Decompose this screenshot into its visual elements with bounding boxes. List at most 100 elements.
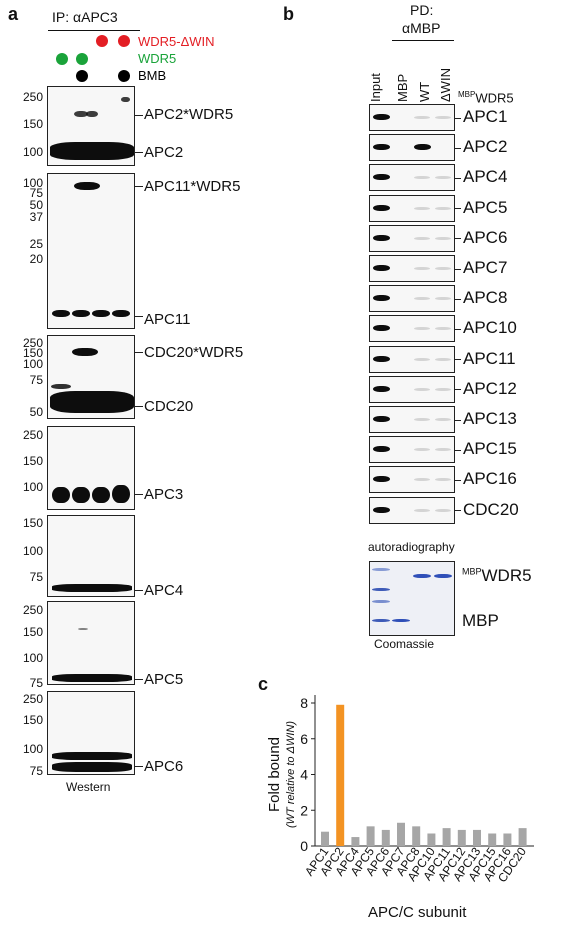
blot-apc4 xyxy=(47,515,135,597)
y-tick-label-4: 4 xyxy=(300,767,308,783)
blot1-marker-150: 150 xyxy=(22,117,43,131)
pulldown-blot-apc11 xyxy=(369,345,455,373)
blot-cdc20 xyxy=(47,335,135,419)
blot-apc3 xyxy=(47,426,135,510)
bar-apc8 xyxy=(412,826,421,846)
bar-apc13 xyxy=(473,829,481,846)
pulldown-blot-apc13 xyxy=(369,406,455,433)
blot6-marker-100: 100 xyxy=(22,651,43,665)
pulldown-label-apc12: APC12 xyxy=(463,378,517,398)
pulldown-blot-apc6 xyxy=(369,224,455,252)
y-tick-label-6: 6 xyxy=(300,731,308,747)
label-apc4: APC4 xyxy=(144,582,184,599)
coomassie-wdr5-sup: MBP xyxy=(462,566,482,577)
pulldown-label-apc5: APC5 xyxy=(463,197,508,217)
panel-b-label: b xyxy=(283,4,294,24)
legend-bmb: BMB xyxy=(138,68,167,83)
legend-wdr5-dwin: WDR5-ΔWIN xyxy=(138,34,215,49)
pulldown-label-apc6: APC6 xyxy=(463,227,508,247)
pulldown-label-cdc20: CDC20 xyxy=(463,499,519,519)
blot6-marker-250: 250 xyxy=(22,603,43,617)
blot6-marker-150: 150 xyxy=(22,625,43,639)
bar-apc15 xyxy=(488,833,497,846)
pulldown-blot-apc12 xyxy=(369,375,455,403)
pulldown-label-apc7: APC7 xyxy=(463,258,508,277)
pulldown-label-apc11: APC11 xyxy=(463,348,516,368)
blot7-marker-100: 100 xyxy=(22,742,43,756)
green-dot-lane1 xyxy=(56,53,68,65)
blot5-marker-100: 100 xyxy=(22,544,43,558)
y-tick-label-8: 8 xyxy=(300,695,308,711)
blot-apc5 xyxy=(47,601,135,685)
bar-apc6 xyxy=(381,829,390,846)
pulldown-blot-apc7 xyxy=(369,255,455,282)
blot2-marker-75: 75 xyxy=(29,186,43,200)
blot7-marker-75: 75 xyxy=(29,764,43,778)
pulldown-label-apc2: APC2 xyxy=(463,137,508,157)
bar-apc10 xyxy=(427,833,436,846)
bar-apc12 xyxy=(457,829,466,846)
coomassie-mbp-label: MBP xyxy=(462,611,499,630)
blot2-marker-50: 50 xyxy=(29,198,43,212)
blot-apc6 xyxy=(47,691,135,775)
blot4-marker-150: 150 xyxy=(22,454,43,468)
blot-apc11 xyxy=(47,173,135,329)
pulldown-blot-apc4 xyxy=(369,164,455,192)
red-dot-lane4 xyxy=(118,35,130,47)
y-tick-label-0: 0 xyxy=(300,838,308,854)
legend-wdr5: WDR5 xyxy=(138,51,177,66)
pulldown-label-apc10: APC10 xyxy=(463,318,517,338)
blot3-marker-250: 250 xyxy=(22,336,43,350)
pd-underline xyxy=(392,40,454,41)
label-cdc20-wdr5: CDC20*WDR5 xyxy=(144,344,244,361)
pd-label-line2: αMBP xyxy=(402,20,441,36)
blot7-marker-150: 150 xyxy=(22,713,43,727)
black-dot-lane2 xyxy=(76,70,88,82)
bar-apc5 xyxy=(366,826,375,846)
label-apc11-wdr5: APC11*WDR5 xyxy=(144,178,241,195)
coomassie-gel xyxy=(369,561,455,636)
blot6-marker-75: 75 xyxy=(29,676,43,690)
blot3-marker-50: 50 xyxy=(29,405,43,419)
red-dot-lane3 xyxy=(96,35,108,47)
y-axis-title: Fold bound xyxy=(266,737,283,812)
pulldown-blot-apc15 xyxy=(369,436,455,464)
pulldown-label-apc1: APC1 xyxy=(463,107,508,126)
pulldown-blot-apc2 xyxy=(369,134,455,162)
pulldown-label-apc13: APC13 xyxy=(463,409,517,428)
blot1-marker-250: 250 xyxy=(22,90,43,104)
wdr5-header-sup: MBP xyxy=(458,90,476,99)
x-axis-title: APC/C subunit xyxy=(368,904,467,921)
wdr5-header-text: WDR5 xyxy=(475,90,514,106)
blot3-marker-100: 100 xyxy=(22,357,43,371)
blot2-marker-20: 20 xyxy=(29,252,43,266)
label-apc11: APC11 xyxy=(144,311,191,328)
black-dot-lane4 xyxy=(118,70,130,82)
green-dot-lane2 xyxy=(76,53,88,65)
pulldown-blot-apc5 xyxy=(369,194,455,222)
blot2-marker-37: 37 xyxy=(29,210,43,224)
label-apc3: APC3 xyxy=(144,486,184,503)
label-apc2: APC2 xyxy=(144,144,184,161)
blot5-marker-75: 75 xyxy=(29,570,43,584)
bar-apc4 xyxy=(351,837,360,846)
blot1-marker-100: 100 xyxy=(22,145,43,159)
pulldown-label-apc4: APC4 xyxy=(463,167,508,187)
blot4-marker-250: 250 xyxy=(22,428,43,442)
autoradiography-label: autoradiography xyxy=(368,540,455,554)
western-label: Western xyxy=(66,780,111,794)
pulldown-blot-apc10 xyxy=(369,315,455,343)
panel-c-label: c xyxy=(258,674,269,694)
label-apc2-wdr5: APC2*WDR5 xyxy=(144,106,234,123)
label-apc6: APC6 xyxy=(144,758,184,775)
coomassie-wdr5-text: WDR5 xyxy=(481,566,532,585)
pd-label-line1: PD: xyxy=(410,2,434,18)
pulldown-blot-apc8 xyxy=(369,285,455,313)
blot7-marker-250: 250 xyxy=(22,692,43,706)
label-cdc20: CDC20 xyxy=(144,398,194,415)
panel-a-label: a xyxy=(8,4,19,24)
bar-apc7 xyxy=(397,822,405,846)
blot5-marker-150: 150 xyxy=(22,516,43,530)
blot2-marker-100: 100 xyxy=(22,176,43,190)
